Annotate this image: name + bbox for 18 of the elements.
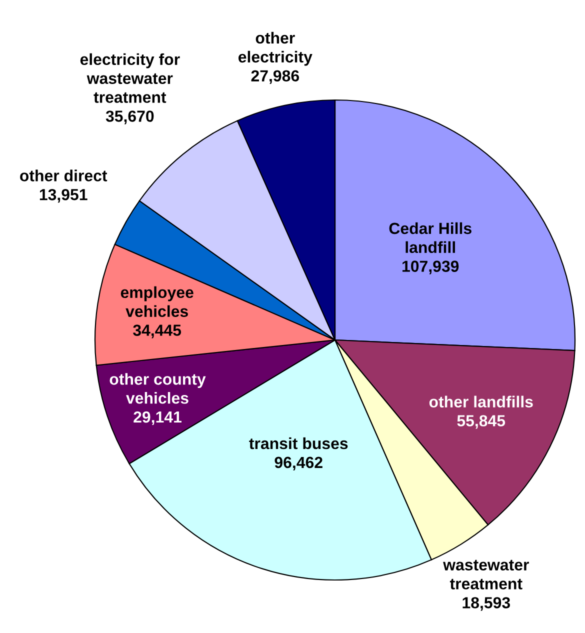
data-label: 18,593 bbox=[462, 597, 510, 611]
data-label: 29,141 bbox=[134, 411, 182, 426]
slice-label: other landfills bbox=[429, 396, 533, 408]
slice-label: Cedar Hills landfill bbox=[389, 222, 472, 254]
slice-label: other county vehicles bbox=[110, 373, 206, 404]
data-label: 96,462 bbox=[274, 456, 322, 470]
slice-label: electricity for wastewater treatment bbox=[80, 53, 180, 103]
slice-label: transit buses bbox=[249, 437, 348, 450]
data-label: 13,951 bbox=[40, 188, 88, 203]
slice-label: other electricity bbox=[238, 32, 312, 66]
data-label: 35,670 bbox=[106, 110, 154, 124]
slice-label: employee vehicles bbox=[120, 286, 194, 317]
data-label: 34,445 bbox=[133, 324, 182, 338]
slice-label: wastewater treatment bbox=[443, 560, 529, 590]
slice-label: other direct bbox=[20, 170, 108, 182]
data-label: 107,939 bbox=[402, 260, 459, 274]
data-label: 27,986 bbox=[251, 70, 300, 84]
data-label: 55,845 bbox=[457, 415, 506, 429]
